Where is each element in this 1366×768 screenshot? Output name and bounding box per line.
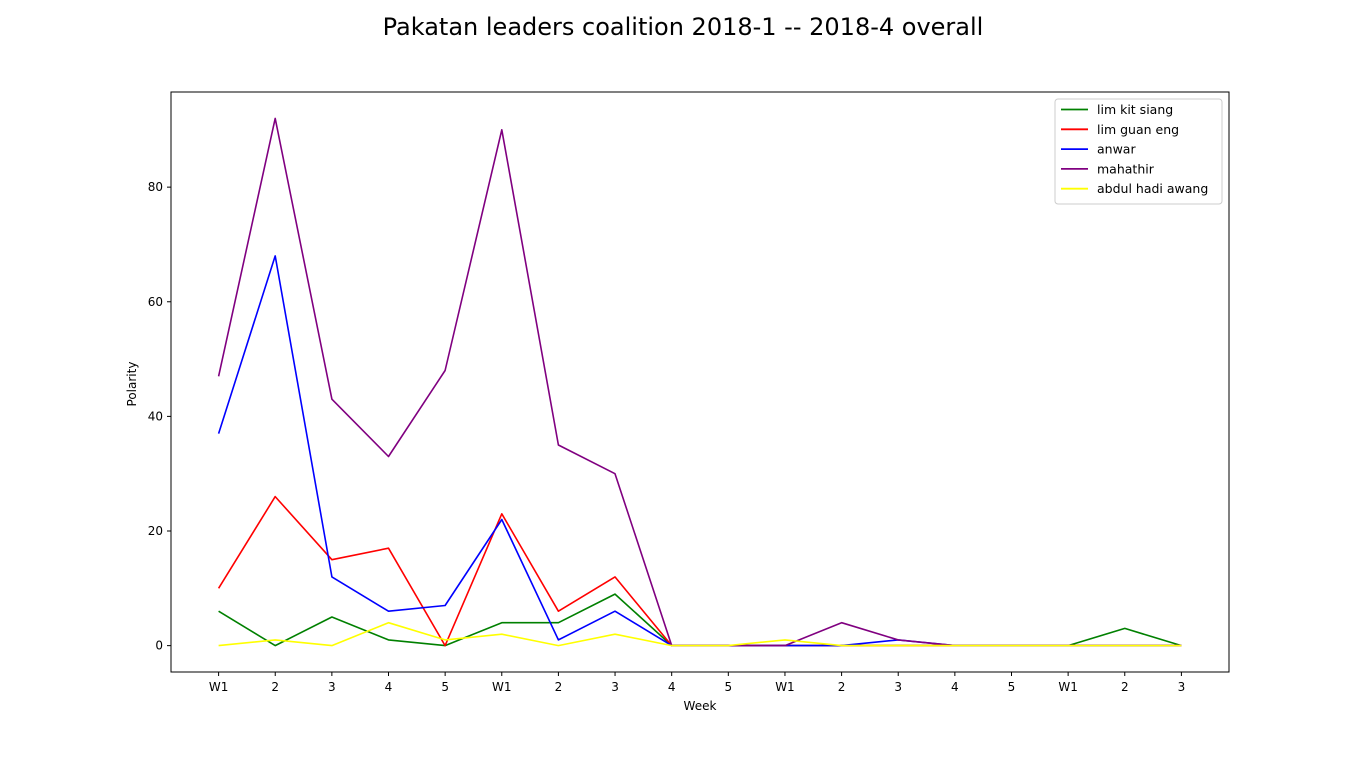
x-axis-label: Week [684,699,717,713]
x-tick-label: W1 [492,680,512,694]
x-tick-label: 5 [1008,680,1016,694]
legend-entry-label: lim kit siang [1097,102,1173,117]
y-tick-label: 80 [148,180,163,194]
x-tick-label: 2 [1121,680,1129,694]
series-layer [217,117,1182,647]
x-tick-label: 3 [1178,680,1186,694]
legend-entry-label: abdul hadi awang [1097,181,1208,196]
y-tick-label: 20 [148,524,163,538]
x-tick-label: 4 [668,680,676,694]
series-line-abdul-hadi-awang [218,621,1182,647]
legend-entry-label: lim guan eng [1097,122,1179,137]
legend: lim kit siang lim guan eng anwar mahathir ab… [1054,98,1223,205]
x-tick-label: 2 [838,680,846,694]
y-axis: 0 20 40 60 80 [148,180,171,653]
y-tick-label: 60 [148,295,163,309]
legend-entry-label: mahathir [1097,161,1155,176]
x-tick-label: 3 [611,680,619,694]
x-tick-label: W1 [775,680,795,694]
x-axis: W1 2 3 4 5 W1 2 3 4 5 W1 2 3 4 5 W1 2 3 [209,672,1185,694]
x-tick-label: W1 [1058,680,1078,694]
y-tick-label: 40 [148,409,163,423]
legend-box [1054,98,1223,205]
x-tick-label: 2 [271,680,279,694]
x-tick-label: 4 [385,680,393,694]
chart-title: Pakatan leaders coalition 2018-1 -- 2018… [383,13,984,41]
y-tick-label: 0 [155,639,163,653]
legend-entry-label: anwar [1097,142,1136,157]
y-axis-label: Polarity [125,362,139,407]
x-tick-label: 3 [328,680,336,694]
plot-frame [170,91,1230,673]
x-tick-label: W1 [209,680,229,694]
x-tick-label: 5 [724,680,732,694]
x-tick-label: 2 [555,680,563,694]
x-tick-label: 4 [951,680,959,694]
x-tick-label: 5 [441,680,449,694]
x-tick-label: 3 [894,680,902,694]
plot-area [171,92,1229,672]
